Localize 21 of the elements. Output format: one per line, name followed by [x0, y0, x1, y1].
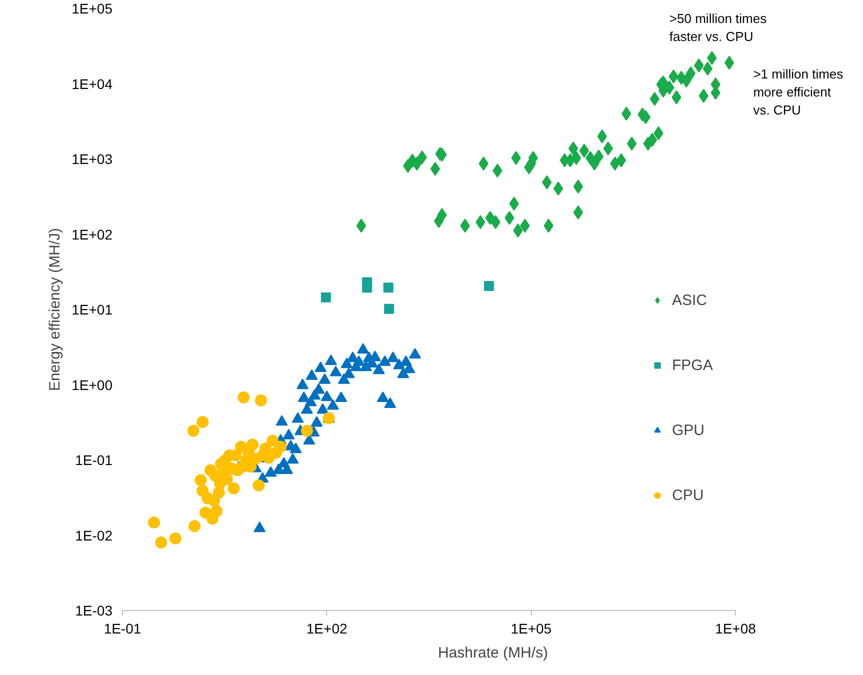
y-tick-label: 1E-02 [75, 527, 113, 544]
x-axis-title: Hashrate (MH/s) [438, 644, 548, 662]
y-tick-label: 1E+04 [72, 76, 113, 92]
text: >1 million times more efficient vs. CPU [753, 66, 844, 118]
y-tick-label: 1E-01 [75, 452, 113, 468]
x-tick-label: 1E+08 [715, 620, 756, 636]
y-tick-label: 1E+00 [72, 376, 113, 393]
x-tick-label: 1E-01 [104, 620, 142, 636]
legend-label: GPU [672, 422, 705, 438]
legend-label: FPGA [672, 356, 713, 374]
x-tick-label: 1E+05 [510, 620, 552, 636]
annotation: >50 million times faster vs. CPU [669, 10, 768, 44]
y-tick-label: 1E+03 [72, 151, 113, 167]
y-tick-label: 1E+01 [72, 302, 113, 318]
x-tick-label: 1E+02 [306, 620, 348, 636]
y-tick-label: 1E+02 [72, 226, 113, 242]
legend-label: ASIC [672, 292, 708, 308]
legend-label: CPU [672, 486, 704, 504]
y-tick-label: 1E+05 [72, 0, 113, 16]
y-axis-title: Energy efficiency (MH/J) [46, 228, 64, 392]
y-tick-label: 1E-03 [75, 602, 113, 618]
